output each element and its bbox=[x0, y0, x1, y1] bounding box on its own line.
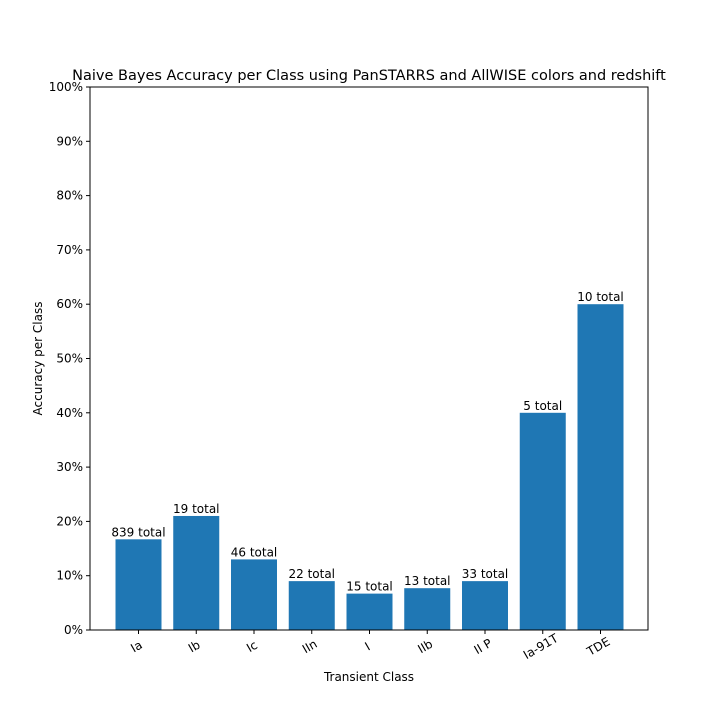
bar-5 bbox=[404, 588, 451, 630]
bar-value-label: 15 total bbox=[346, 580, 393, 594]
bar-value-label: 5 total bbox=[523, 399, 562, 413]
y-axis: 0% 10% 20% 30% 40% 50% 60% 70% 80% 90% 100% bbox=[49, 80, 90, 637]
chart-title: Naive Bayes Accuracy per Class using Pan… bbox=[72, 68, 666, 84]
bar-7 bbox=[519, 412, 566, 630]
bar-8 bbox=[577, 304, 624, 630]
y-tick-label: 60% bbox=[56, 297, 83, 311]
y-tick-label: 40% bbox=[56, 406, 83, 420]
y-tick-label: 70% bbox=[56, 243, 83, 257]
bar-value-label: 13 total bbox=[404, 574, 451, 588]
bar-4 bbox=[346, 593, 393, 630]
bar-value-label: 33 total bbox=[462, 567, 509, 581]
x-tick-label: I bbox=[362, 640, 372, 654]
bar-value-label: 839 total bbox=[111, 525, 165, 539]
y-axis-label: Accuracy per Class bbox=[31, 302, 45, 416]
bar-value-label: 10 total bbox=[577, 290, 624, 304]
x-tick-label: IIn bbox=[300, 637, 320, 656]
x-axis-label: Transient Class bbox=[323, 670, 414, 684]
y-tick-label: 80% bbox=[56, 189, 83, 203]
y-tick-label: 100% bbox=[49, 80, 83, 94]
y-tick-label: 90% bbox=[56, 134, 83, 148]
bar-3 bbox=[288, 581, 335, 630]
bars-layer: 839 total 19 total 46 total 22 total 15 tota… bbox=[111, 290, 624, 630]
bar-0 bbox=[115, 539, 162, 630]
plot-frame bbox=[89, 86, 649, 631]
bar-value-label: 19 total bbox=[173, 502, 220, 516]
y-tick-label: 0% bbox=[64, 623, 83, 637]
y-tick-label: 20% bbox=[56, 514, 83, 528]
bar-2 bbox=[231, 559, 277, 630]
y-tick-label: 10% bbox=[56, 569, 83, 583]
bar-6 bbox=[462, 581, 508, 630]
bar-1 bbox=[173, 515, 220, 630]
x-tick-label: IIb bbox=[415, 637, 435, 656]
y-tick-label: 30% bbox=[56, 460, 83, 474]
bar-value-label: 46 total bbox=[231, 545, 278, 559]
y-tick-label: 50% bbox=[56, 352, 83, 366]
bar-value-label: 22 total bbox=[288, 567, 335, 581]
